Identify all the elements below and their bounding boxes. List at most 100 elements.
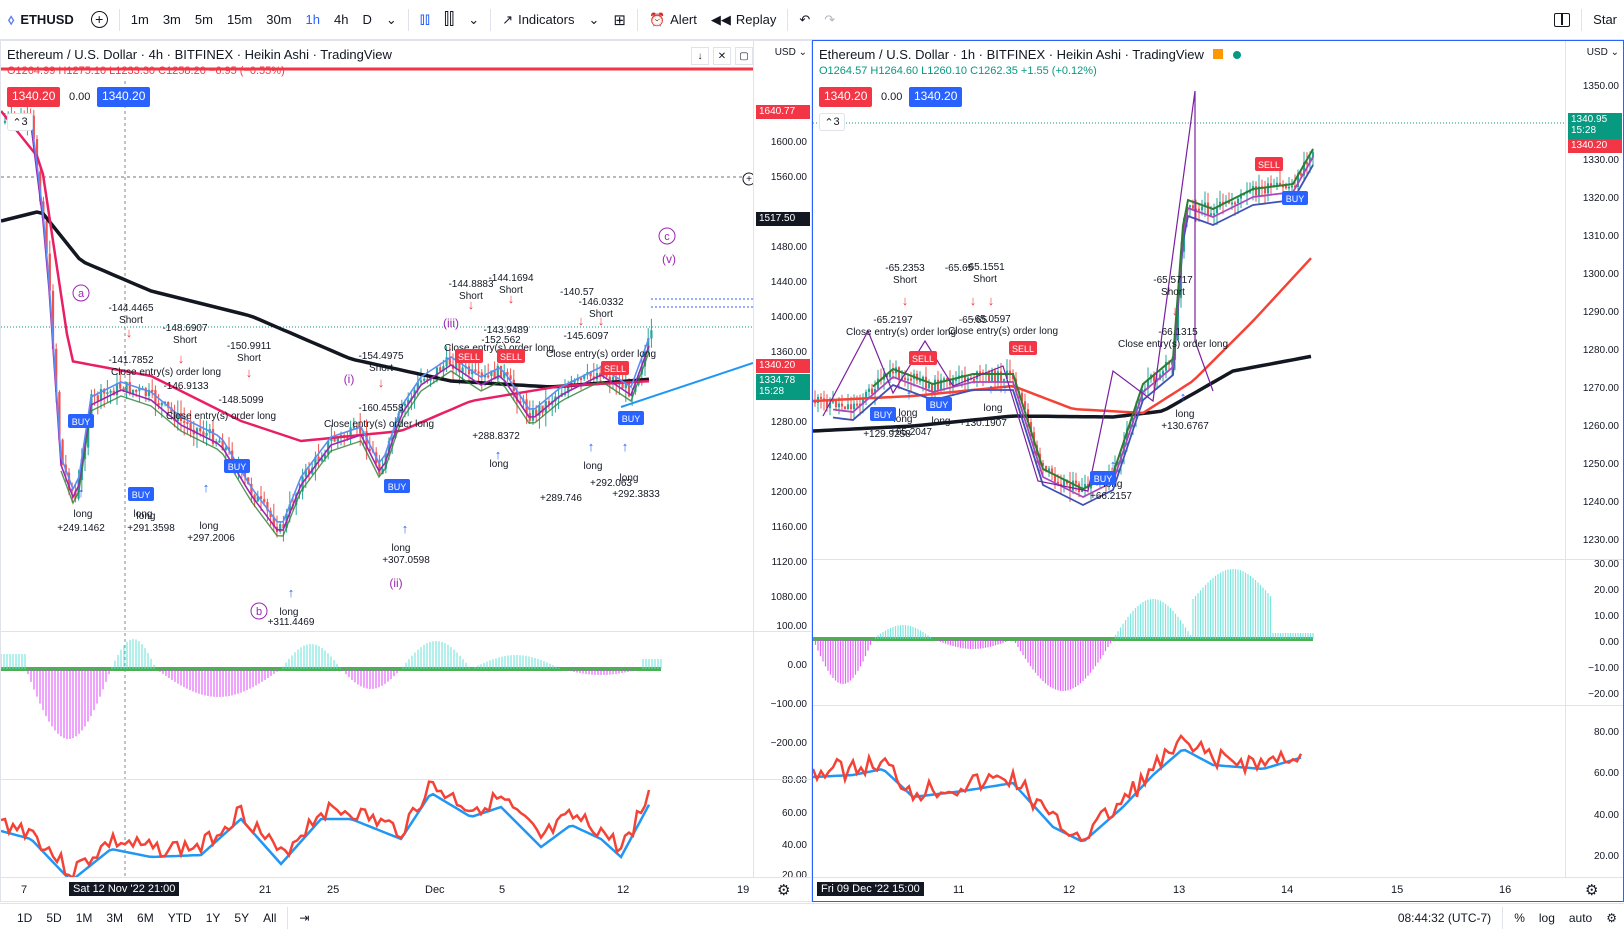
- left-time-axis[interactable]: 7 Sat 12 Nov '22 21:00 21 25 Dec 5 12 19…: [1, 877, 811, 901]
- scroll-down-icon[interactable]: ↓: [691, 47, 709, 65]
- chart-type-dropdown[interactable]: ⌄: [461, 5, 486, 35]
- candle-body: [1056, 481, 1060, 484]
- collapse-indicators-button[interactable]: ⌃ 3: [819, 113, 845, 131]
- maximize-icon[interactable]: ▢: [735, 47, 753, 65]
- percent-scale-toggle[interactable]: %: [1514, 911, 1525, 925]
- pane-separator[interactable]: [1, 779, 811, 780]
- divider: [407, 8, 409, 31]
- short-arrow: ↓: [598, 313, 605, 328]
- left-price-axis[interactable]: USD ⌄ 1640.77 1600.00 1560.00 1517.50 14…: [753, 41, 811, 901]
- replay-button[interactable]: ◀◀ Replay: [704, 5, 783, 35]
- undo-button[interactable]: ↶: [792, 5, 817, 35]
- indicators-dropdown[interactable]: ⌄: [581, 5, 606, 35]
- candle-body: [1278, 182, 1282, 186]
- right-time-axis[interactable]: Fri 09 Dec '22 15:00 11 12 13 14 15 16 ⚙: [813, 877, 1623, 901]
- time-label: 5: [499, 884, 506, 896]
- left-chart-pane[interactable]: a b c (i) (ii) (iii) (v) -144.4465 Short -141.785…: [0, 40, 812, 902]
- range-5d[interactable]: 5D: [46, 911, 62, 925]
- settings-gear-icon[interactable]: ⚙: [777, 882, 791, 899]
- candle-body: [1275, 182, 1279, 186]
- interval-5m[interactable]: 5m: [194, 12, 213, 27]
- right-price-axis[interactable]: USD ⌄ 1350.00 1340.95 15:28 1340.20 1330.…: [1565, 41, 1623, 901]
- osc-label: 30.00: [1593, 559, 1619, 570]
- indicators-button[interactable]: ↗ Indicators: [495, 5, 581, 35]
- long-label: long: [490, 459, 509, 470]
- interval-d[interactable]: D: [362, 12, 372, 27]
- currency-label[interactable]: USD ⌄: [774, 47, 807, 58]
- layout-button[interactable]: ⊞: [606, 5, 633, 35]
- buy-price-chip[interactable]: 1340.20: [909, 87, 963, 107]
- symbol-search[interactable]: ⬨ ETHUSD: [0, 11, 84, 28]
- auto-scale-toggle[interactable]: auto: [1568, 911, 1593, 925]
- bar-style-button[interactable]: ⫾⫾: [413, 5, 437, 35]
- range-3m[interactable]: 3M: [106, 911, 124, 925]
- price-label: 1270.00: [1582, 383, 1619, 394]
- divider: [118, 8, 120, 31]
- candle-body: [876, 378, 880, 389]
- sell-price-chip[interactable]: 1340.20: [7, 87, 61, 107]
- split-layout-button[interactable]: [1547, 5, 1577, 35]
- scale-settings-button[interactable]: ⚙: [1599, 911, 1624, 925]
- candle-body: [439, 367, 442, 372]
- candle-body: [458, 360, 461, 373]
- go-to-date-button[interactable]: ⇥: [292, 911, 316, 925]
- pane-separator[interactable]: [813, 559, 1623, 560]
- interval-dropdown[interactable]: ⌄: [379, 5, 404, 35]
- right-chart-canvas[interactable]: -65.2353Short-65.2197-65.65-65.1551Short…: [813, 41, 1565, 879]
- left-chart-canvas[interactable]: abc(i)(ii)(iii)(v)-144.4465Short-141.785…: [1, 41, 753, 879]
- compare-button[interactable]: +: [84, 5, 115, 35]
- long-arrow: ↑: [1180, 389, 1187, 404]
- right-chart-pane[interactable]: -65.2353 Short -65.2197 -65.65 -65.1551 Short…: [812, 40, 1624, 902]
- range-1d[interactable]: 1D: [17, 911, 33, 925]
- countdown: 15:28: [759, 386, 785, 397]
- trade-annotation: long: [137, 511, 156, 522]
- time-label: 16: [1499, 884, 1512, 896]
- pane-separator[interactable]: [1, 631, 811, 632]
- candle-body: [189, 423, 192, 430]
- clock-display[interactable]: 08:44:32 (UTC-7): [1397, 911, 1492, 925]
- alert-button[interactable]: ⏰ Alert: [642, 5, 704, 35]
- candle-body: [45, 220, 48, 254]
- candle-body: [167, 401, 170, 408]
- close-icon[interactable]: ✕: [713, 47, 731, 65]
- chart-type-button[interactable]: ⫿⫿: [437, 5, 461, 35]
- candle-body: [186, 422, 189, 425]
- short-arrow: ↓: [468, 297, 475, 312]
- candle-body: [211, 429, 215, 444]
- candle-body: [975, 371, 979, 380]
- short-arrow: ↓: [178, 351, 185, 366]
- interval-3m[interactable]: 3m: [162, 12, 181, 27]
- interval-30m[interactable]: 30m: [266, 12, 292, 27]
- range-all[interactable]: All: [263, 911, 277, 925]
- range-1m[interactable]: 1M: [75, 911, 93, 925]
- candle-body: [1071, 480, 1075, 491]
- start-button[interactable]: Star: [1593, 12, 1617, 27]
- redo-button[interactable]: ↷: [817, 5, 842, 35]
- pane-separator[interactable]: [813, 705, 1623, 706]
- sell-price-chip[interactable]: 1340.20: [819, 87, 873, 107]
- candle-body: [583, 374, 586, 379]
- interval-4h[interactable]: 4h: [334, 12, 349, 27]
- range-1y[interactable]: 1Y: [205, 911, 221, 925]
- candle-body: [1041, 462, 1045, 466]
- buy-price-chip[interactable]: 1340.20: [97, 87, 151, 107]
- collapse-indicators-button[interactable]: ⌃ 3: [7, 113, 33, 131]
- candle-body: [307, 469, 311, 474]
- trade-annotation: Short: [973, 274, 997, 285]
- trade-annotation: Short: [589, 309, 613, 320]
- range-5y[interactable]: 5Y: [234, 911, 250, 925]
- currency-label[interactable]: USD ⌄: [1586, 47, 1619, 58]
- price-tag-high: 1640.77: [756, 105, 810, 119]
- candle-body: [897, 367, 901, 380]
- countdown: 15:28: [1571, 125, 1597, 136]
- interval-15m[interactable]: 15m: [226, 12, 253, 27]
- trade-annotation: +292.3833: [612, 489, 660, 500]
- log-scale-toggle[interactable]: log: [1538, 911, 1555, 925]
- range-ytd[interactable]: YTD: [167, 911, 192, 925]
- long-arrow: ↑: [288, 585, 295, 600]
- candle-body: [834, 400, 838, 408]
- interval-1m[interactable]: 1m: [130, 12, 149, 27]
- interval-1h[interactable]: 1h: [305, 12, 321, 27]
- settings-gear-icon[interactable]: ⚙: [1585, 882, 1599, 899]
- range-6m[interactable]: 6M: [137, 911, 154, 925]
